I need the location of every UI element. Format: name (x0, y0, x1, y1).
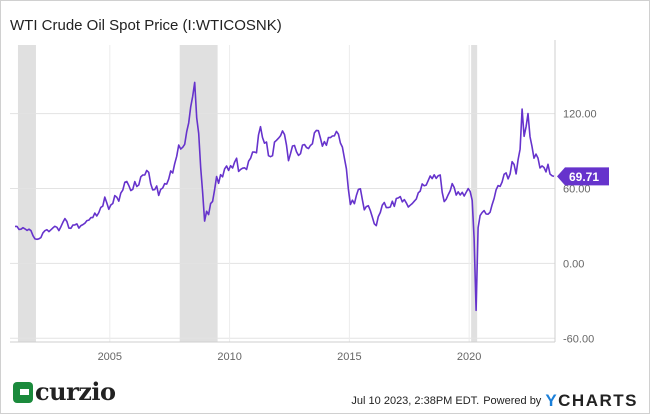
x-tick-label: 2020 (457, 351, 481, 363)
curzio-logo-mark-icon (13, 382, 33, 403)
chart-title: WTI Crude Oil Spot Price (I:WTICOSNK) (10, 17, 282, 34)
ycharts-logo-text: CHARTS (558, 391, 638, 410)
y-tick-label: -60.00 (563, 333, 594, 345)
ycharts-logo-y: Y (545, 391, 559, 410)
x-tick-label: 2015 (337, 351, 361, 363)
y-tick-label: 120.00 (563, 109, 597, 121)
ycharts-logo[interactable]: YCHARTS (545, 391, 638, 411)
y-tick-label: 0.00 (563, 258, 584, 270)
last-value-badge (557, 167, 609, 186)
logo-text: curzio (35, 377, 116, 406)
powered-by-text: Powered by (483, 395, 542, 407)
curzio-logo: curzio (13, 377, 116, 406)
last-value-text: 69.71 (569, 170, 599, 184)
timestamp: Jul 10 2023, 2:38PM EDT. (351, 395, 480, 407)
x-tick-label: 2010 (217, 351, 241, 363)
recession-band (17, 45, 36, 342)
recession-band (471, 45, 478, 342)
recession-band (179, 45, 218, 342)
last-value-label: 69.71 (557, 167, 609, 186)
footer: Jul 10 2023, 2:38PM EDT. Powered by YCHA… (351, 391, 638, 411)
y-tick-label: 60.00 (563, 184, 591, 196)
series-line (15, 81, 555, 312)
x-tick-label: 2005 (98, 351, 122, 363)
